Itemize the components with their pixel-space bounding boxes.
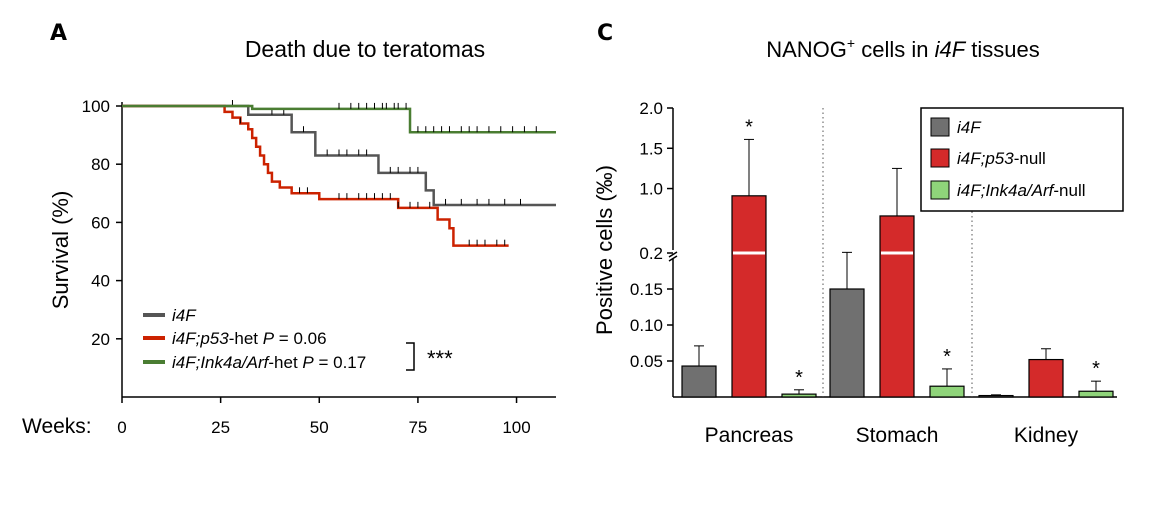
title-part-nanog: NANOG xyxy=(766,37,847,62)
nanog-legend-entry-2: i4F;Ink4a/Arf-null xyxy=(957,181,1086,200)
survival-x-tick-label: 100 xyxy=(502,418,530,437)
legend-name: i4F;Ink4a/Arf xyxy=(957,181,1056,200)
legend-entry-2: i4F;Ink4a/Arf-het P = 0.17 xyxy=(172,353,366,372)
legend-suffix: -null xyxy=(1014,149,1046,168)
survival-x-tick-label: 75 xyxy=(408,418,427,437)
nanog-y-tick-label: 0.10 xyxy=(630,316,663,335)
nanog-y-tick-label: 1.5 xyxy=(639,139,663,158)
category-label: Pancreas xyxy=(705,424,794,447)
survival-axes: 20 40 60 80 100 0 25 50 75 100 xyxy=(82,97,556,437)
category-label: Kidney xyxy=(1014,424,1079,447)
survival-x-tick-label: 50 xyxy=(310,418,329,437)
legend-p-letter: P xyxy=(263,329,275,348)
nanog-y-tick-label: 0.2 xyxy=(639,244,663,263)
legend-name: i4F xyxy=(957,118,982,137)
legend-name: i4F;p53 xyxy=(172,329,229,348)
legend-p-value: = 0.17 xyxy=(314,353,366,372)
nanog-legend-entry-0: i4F xyxy=(957,118,982,137)
survival-y-tick-label: 20 xyxy=(91,330,110,349)
significance-bracket xyxy=(406,342,415,371)
bar-0-0 xyxy=(681,365,717,398)
title-part-superscript: + xyxy=(847,35,855,51)
legend-p-value: = 0.06 xyxy=(274,329,326,348)
survival-chart-title: Death due to teratomas xyxy=(245,36,485,62)
survival-x-tick-label: 0 xyxy=(117,418,126,437)
survival-y-tick-label: 60 xyxy=(91,213,110,232)
bar-1-0 xyxy=(731,195,767,398)
nanog-bar-chart: NANOG+ cells in i4F tissues Positive cel… xyxy=(592,35,1124,447)
title-part-end: tissues xyxy=(965,37,1040,62)
nanog-y-tick-label: 0.15 xyxy=(630,280,663,299)
survival-curves xyxy=(122,100,556,247)
panel-letter-c: C xyxy=(597,21,613,46)
bar-0-1 xyxy=(829,288,865,398)
survival-chart: Death due to teratomas Survival (%) Week… xyxy=(22,36,556,438)
legend-name: i4F;Ink4a/Arf xyxy=(172,353,271,372)
legend-entry-1: i4F;p53-het P = 0.06 xyxy=(172,329,327,348)
legend-suffix: -het xyxy=(229,329,259,348)
nanog-bars: * * * * xyxy=(681,116,1114,398)
legend-name: i4F;p53 xyxy=(957,149,1014,168)
nanog-y-tick-label: 1.0 xyxy=(639,180,663,199)
bar-2-2 xyxy=(1078,390,1114,398)
nanog-legend-swatch-2 xyxy=(930,180,950,200)
nanog-y-tick-label: 0.05 xyxy=(630,352,663,371)
survival-y-axis-label: Survival (%) xyxy=(48,191,73,310)
survival-x-tick-label: 25 xyxy=(211,418,230,437)
significance-star: * xyxy=(1092,358,1100,380)
bar-0-2 xyxy=(978,394,1014,398)
survival-significance: *** xyxy=(427,346,453,371)
nanog-legend-entry-1: i4F;p53-null xyxy=(957,149,1046,168)
nanog-axes: 0.05 0.10 0.15 0.2 1.0 1.5 2.0 Pancreas Stomach K… xyxy=(630,99,1117,447)
bar-1-1 xyxy=(879,215,915,398)
survival-y-tick-label: 80 xyxy=(91,155,110,174)
legend-entry-0: i4F xyxy=(172,306,197,325)
nanog-chart-title: NANOG+ cells in i4F tissues xyxy=(766,35,1040,62)
axis-break-mark xyxy=(668,251,678,262)
survival-y-tick-label: 40 xyxy=(91,272,110,291)
survival-curve-0 xyxy=(122,104,556,207)
title-part-i4f: i4F xyxy=(935,37,967,62)
nanog-legend-swatch-1 xyxy=(930,148,950,168)
survival-curve-1 xyxy=(122,104,509,247)
legend-name: i4F xyxy=(172,306,197,325)
survival-y-tick-label: 100 xyxy=(82,97,110,116)
significance-star: * xyxy=(943,346,951,368)
legend-suffix: -het xyxy=(268,353,298,372)
nanog-y-tick-label: 2.0 xyxy=(639,99,663,118)
category-label: Stomach xyxy=(856,424,939,447)
significance-star: * xyxy=(795,367,803,389)
nanog-legend-swatch-0 xyxy=(930,117,950,137)
significance-star: * xyxy=(745,116,753,138)
legend-p-letter: P xyxy=(302,353,314,372)
nanog-y-axis-label: Positive cells (‰) xyxy=(592,165,617,335)
survival-x-axis-prefix: Weeks: xyxy=(22,415,92,438)
bar-1-2 xyxy=(1028,358,1064,398)
panel-letter-a: A xyxy=(50,21,67,46)
survival-curve-2 xyxy=(122,104,556,134)
legend-suffix: -null xyxy=(1053,181,1085,200)
nanog-legend-box xyxy=(920,107,1124,212)
bar-2-0 xyxy=(781,393,817,398)
bar-2-1 xyxy=(929,385,965,398)
title-part-middle: cells in xyxy=(855,37,934,62)
